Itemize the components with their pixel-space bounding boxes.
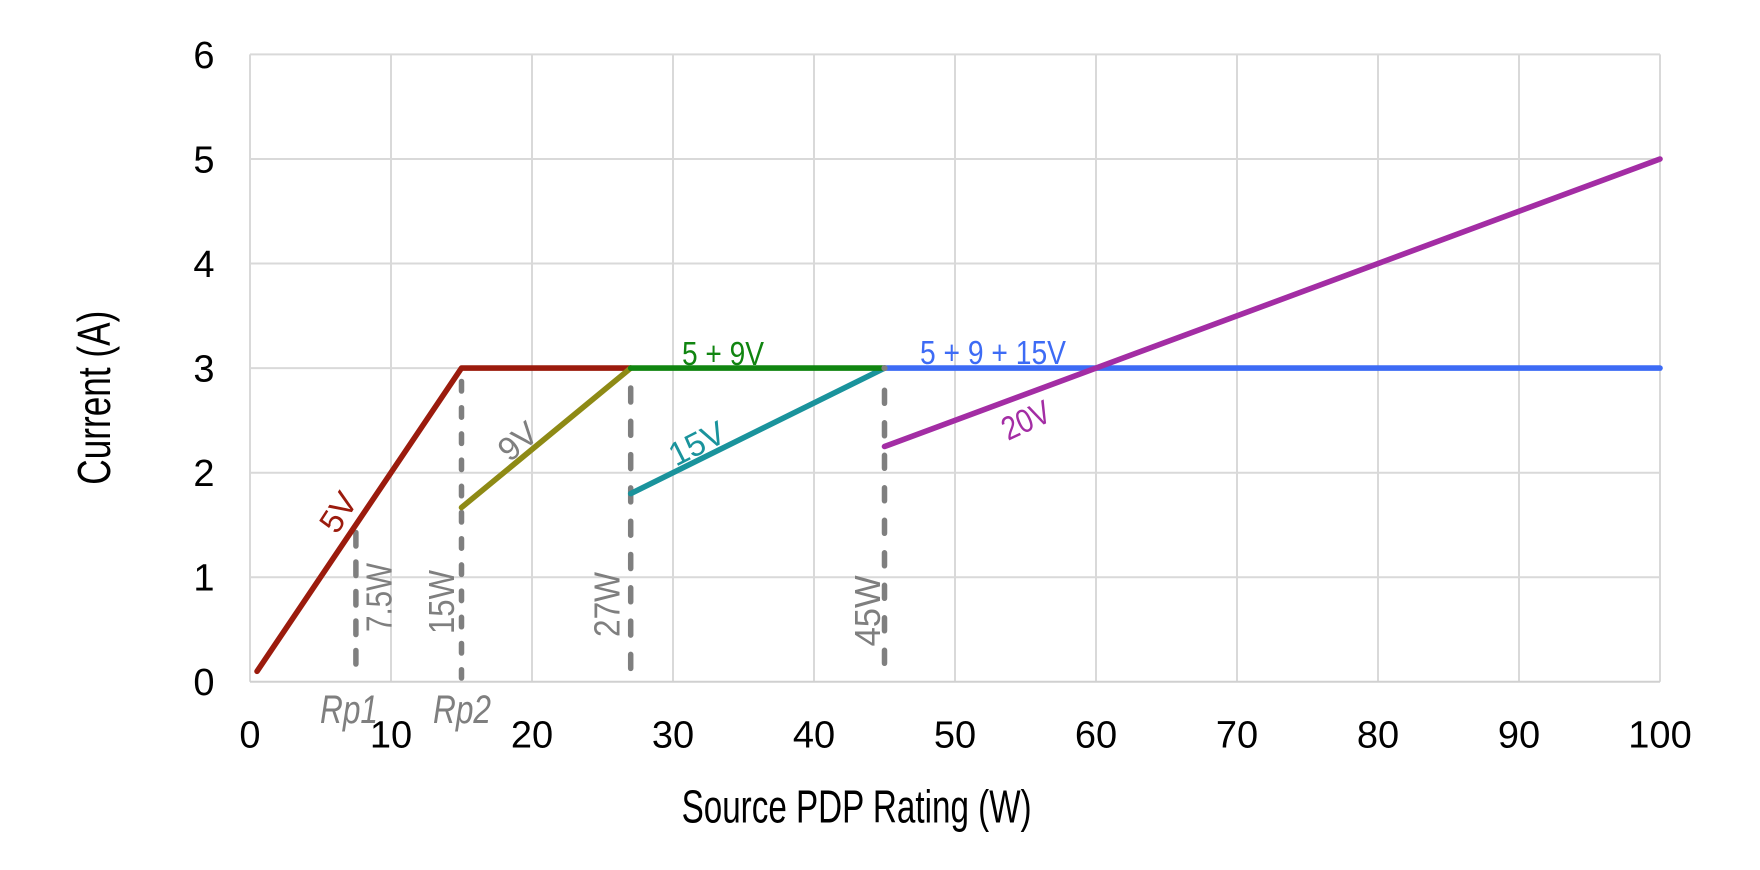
svg-text:5 + 9 + 15V: 5 + 9 + 15V bbox=[920, 334, 1066, 371]
svg-text:Source PDP Rating (W): Source PDP Rating (W) bbox=[682, 781, 1032, 833]
svg-text:27W: 27W bbox=[587, 572, 628, 637]
svg-text:Rp1: Rp1 bbox=[320, 688, 378, 732]
svg-text:5 + 9V: 5 + 9V bbox=[682, 335, 764, 372]
svg-text:60: 60 bbox=[1075, 715, 1117, 757]
svg-text:Rp2: Rp2 bbox=[433, 688, 491, 732]
svg-text:30: 30 bbox=[652, 715, 694, 757]
svg-text:4: 4 bbox=[193, 244, 214, 286]
svg-text:100: 100 bbox=[1628, 715, 1691, 757]
svg-text:Current (A): Current (A) bbox=[68, 311, 120, 485]
svg-text:90: 90 bbox=[1498, 715, 1540, 757]
svg-text:40: 40 bbox=[793, 715, 835, 757]
svg-text:20: 20 bbox=[511, 715, 553, 757]
svg-text:3: 3 bbox=[193, 349, 214, 391]
svg-text:5: 5 bbox=[193, 139, 214, 181]
svg-text:15W: 15W bbox=[421, 570, 462, 634]
svg-text:0: 0 bbox=[193, 662, 214, 704]
svg-text:1: 1 bbox=[193, 558, 214, 600]
svg-text:10: 10 bbox=[370, 715, 412, 757]
svg-text:45W: 45W bbox=[847, 575, 888, 646]
svg-text:80: 80 bbox=[1357, 715, 1399, 757]
svg-text:6: 6 bbox=[193, 35, 214, 77]
svg-text:0: 0 bbox=[239, 715, 260, 757]
svg-text:7.5W: 7.5W bbox=[359, 563, 400, 632]
svg-text:70: 70 bbox=[1216, 715, 1258, 757]
svg-text:50: 50 bbox=[934, 715, 976, 757]
svg-text:2: 2 bbox=[193, 453, 214, 495]
